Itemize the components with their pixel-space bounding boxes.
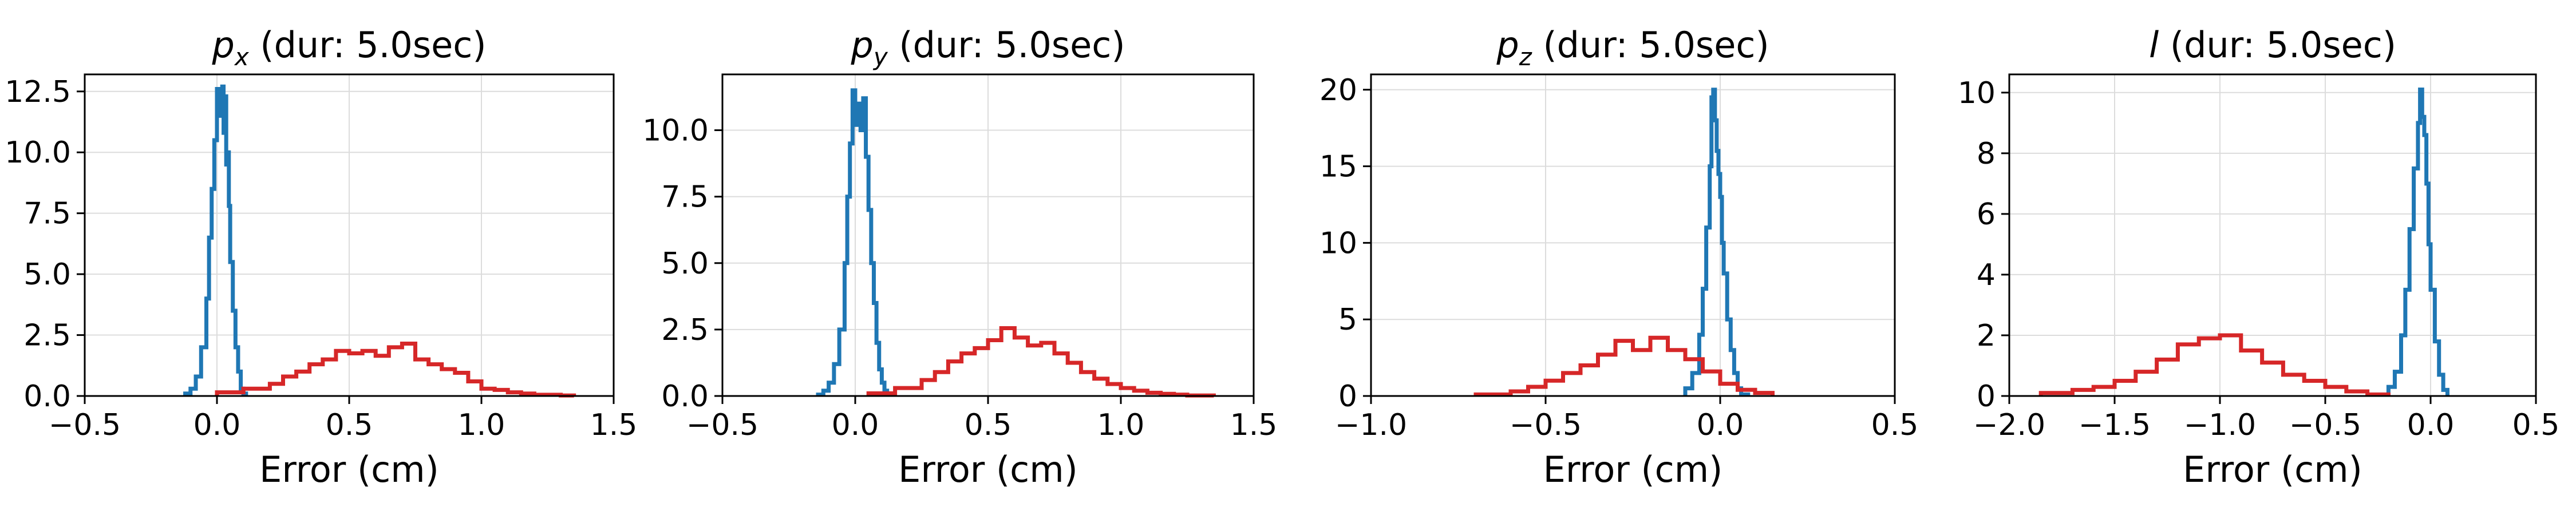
x-tick-label: −0.5 [1510, 408, 1582, 442]
x-tick-label: −1.5 [2079, 408, 2151, 442]
y-tick-label: 0 [1338, 379, 1357, 414]
y-tick-label: 10.0 [642, 114, 709, 148]
x-tick-label: −1.0 [1335, 408, 1407, 442]
x-axis-label: Error (cm) [2183, 449, 2362, 490]
y-tick-label: 12.5 [5, 75, 71, 109]
title-variable: p [211, 24, 234, 66]
y-tick-label: 20 [1319, 73, 1357, 108]
y-tick-label: 5.0 [661, 247, 709, 281]
x-tick-label: 0.5 [1871, 408, 1919, 442]
x-tick-label: 0.0 [2407, 408, 2455, 442]
histogram-series-blue [1683, 88, 1751, 397]
x-tick-label: 0.5 [2512, 408, 2560, 442]
title-rest: (dur: 5.0sec) [249, 24, 487, 66]
x-tick-label: 1.0 [1097, 408, 1145, 442]
histogram-series-red [215, 341, 576, 398]
y-tick-label: 5 [1338, 303, 1357, 337]
axes-frame [2008, 73, 2537, 397]
y-tick-label: 2.5 [661, 313, 709, 347]
y-tick-label: 15 [1319, 150, 1357, 184]
histogram-series-red [2038, 333, 2391, 397]
subplot-title: px (dur: 5.0sec) [211, 24, 486, 71]
y-tick-label: 8 [1977, 137, 1996, 171]
y-tick-label: 2.5 [23, 319, 71, 353]
x-tick-label: −0.5 [49, 408, 121, 442]
title-subscript: z [1519, 43, 1532, 71]
x-tick-label: −1.0 [2184, 408, 2256, 442]
subplot-title: py (dur: 5.0sec) [850, 24, 1125, 71]
y-tick-label: 10 [1958, 76, 1996, 110]
histogram-series-blue [2386, 88, 2449, 396]
subplot-title: pz (dur: 5.0sec) [1496, 24, 1769, 71]
histogram-series-blue [183, 84, 248, 396]
y-tick-label: 7.5 [661, 180, 709, 215]
title-rest: (dur: 5.0sec) [2159, 24, 2396, 66]
subplot-1: −0.5 0.0 0.5 1.0 1.50.02.55.07.510.012.5Erro… [5, 24, 637, 490]
title-subscript: y [872, 43, 888, 71]
subplot-title: l (dur: 5.0sec) [2149, 24, 2396, 66]
x-tick-label: 1.5 [590, 408, 638, 442]
subplot-4: −2.0 −1.5 −1.0 −0.5 0.0 0.5 0 2 4 6 8 10 Error (cm) l… [1958, 24, 2560, 490]
y-tick-label: 6 [1977, 197, 1996, 232]
axes-frame [1370, 73, 1896, 397]
x-tick-label: 1.0 [458, 408, 505, 442]
x-tick-label: −0.5 [2289, 408, 2361, 442]
x-axis-label: Error (cm) [1543, 449, 1723, 490]
x-axis-label: Error (cm) [259, 449, 439, 490]
y-tick-label: 0 [1977, 379, 1996, 414]
histogram-series-red [1473, 335, 1775, 397]
title-variable: p [1496, 24, 1519, 66]
y-tick-label: 5.0 [23, 258, 71, 292]
subplot-3: −1.0 −0.5 0.0 0.5 0 5 10 15 20 Error (cm) pz (dur:… [1319, 24, 1919, 490]
title-rest: (dur: 5.0sec) [1532, 24, 1769, 66]
x-tick-label: 1.5 [1230, 408, 1278, 442]
x-tick-label: 0.0 [193, 408, 241, 442]
y-tick-label: 10.0 [5, 136, 71, 170]
x-tick-label: 0.5 [326, 408, 373, 442]
x-tick-label: −2.0 [1973, 408, 2045, 442]
title-variable: p [850, 24, 873, 66]
title-variable: l [2149, 24, 2159, 66]
y-tick-label: 7.5 [23, 197, 71, 231]
x-tick-label: −0.5 [686, 408, 758, 442]
x-tick-label: 0.5 [965, 408, 1012, 442]
x-axis-label: Error (cm) [898, 449, 1078, 490]
y-tick-label: 2 [1977, 319, 1996, 353]
histogram-series-blue [816, 88, 895, 397]
x-tick-label: 0.0 [832, 408, 879, 442]
y-tick-label: 0.0 [661, 379, 709, 414]
title-subscript: x [234, 43, 250, 71]
y-tick-label: 10 [1319, 226, 1357, 260]
title-rest: (dur: 5.0sec) [888, 24, 1125, 66]
histogram-series-red [866, 326, 1216, 398]
y-tick-label: 0.0 [23, 379, 71, 414]
x-tick-label: 0.0 [1697, 408, 1744, 442]
y-tick-label: 4 [1977, 258, 1996, 292]
